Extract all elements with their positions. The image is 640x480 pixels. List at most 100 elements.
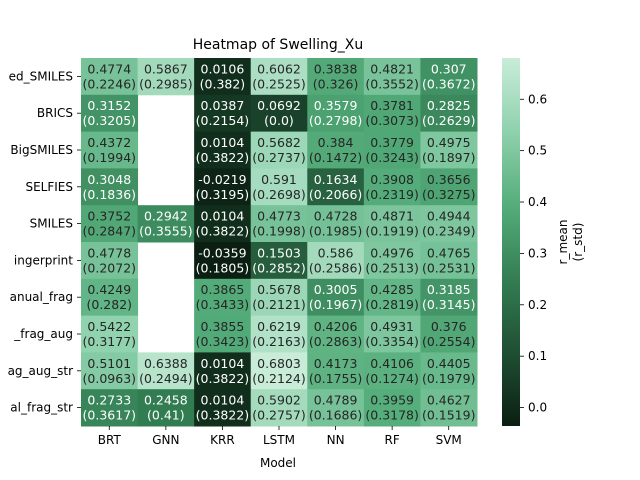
- y-tick-label: BigSMILES: [10, 143, 73, 157]
- cell-std-label: (0.2121): [252, 297, 306, 312]
- cell-std-label: (0.2531): [422, 260, 476, 275]
- cell-std-label: (0.1985): [309, 224, 363, 239]
- heatmap-cell: [307, 352, 365, 390]
- cell-std-label: (0.2798): [309, 113, 363, 128]
- cell-std-label: (0.1472): [309, 150, 363, 165]
- heatmap-cell: [194, 389, 252, 427]
- cell-mean-label: 0.4931: [370, 319, 414, 334]
- heatmap-cell: [250, 389, 308, 427]
- cell-mean-label: 0.4728: [314, 209, 358, 224]
- y-tick-label: al_frag_str: [10, 401, 73, 415]
- heatmap-cell: [420, 278, 478, 317]
- cell-mean-label: 0.4778: [87, 245, 131, 260]
- cell-mean-label: -0.0219: [198, 172, 246, 187]
- chart-title: Heatmap of Swelling_Xu: [193, 37, 364, 53]
- y-tick-label: _frag_aug: [13, 327, 73, 341]
- cell-mean-label: 0.4944: [427, 209, 471, 224]
- heatmap-cell: [250, 58, 308, 96]
- y-tick-label: ag_aug_str: [8, 364, 74, 378]
- heatmap-cell: [307, 315, 365, 353]
- cell-std-label: (0.2847): [83, 224, 137, 239]
- heatmap-cell: [194, 315, 252, 353]
- y-tick-label: ed_SMILES: [9, 69, 73, 83]
- heatmap-cell: [137, 389, 195, 427]
- cell-mean-label: 0.5867: [144, 61, 188, 76]
- heatmap-cell: [194, 278, 252, 317]
- cell-mean-label: 0.3959: [370, 393, 414, 408]
- cell-mean-label: 0.4774: [87, 61, 131, 76]
- cell-std-label: (0.3822): [196, 224, 250, 239]
- heatmap-cell: [194, 94, 252, 133]
- y-tick-label: BRICS: [37, 106, 73, 120]
- heatmap-cell: [250, 278, 308, 317]
- cell-std-label: (0.2154): [196, 113, 250, 128]
- cell-mean-label: 0.3005: [314, 282, 358, 297]
- cell-mean-label: 0.6388: [144, 356, 188, 371]
- x-axis-label: Model: [260, 456, 296, 470]
- cell-std-label: (0.3178): [365, 408, 419, 423]
- y-tick-label: SELFIES: [25, 180, 73, 194]
- cell-mean-label: 0.4249: [87, 282, 131, 297]
- heatmap-cell: [420, 205, 478, 243]
- cell-mean-label: 0.1634: [314, 172, 358, 187]
- y-tick-label: SMILES: [30, 217, 73, 231]
- cell-std-label: (0.2525): [252, 76, 306, 91]
- heatmap-cell: [250, 131, 308, 169]
- cell-mean-label: 0.0104: [201, 135, 245, 150]
- cell-mean-label: -0.0359: [198, 245, 246, 260]
- cell-mean-label: 0.2458: [144, 393, 188, 408]
- cell-mean-label: 0.4773: [257, 209, 301, 224]
- cell-mean-label: 0.3865: [201, 282, 245, 297]
- heatmap-cell: [307, 205, 365, 243]
- x-tick-label: RF: [385, 433, 400, 447]
- cell-mean-label: 0.3779: [370, 135, 414, 150]
- heatmap-cell: [250, 205, 308, 243]
- colorbar-tick-label: 0.6: [528, 92, 547, 106]
- cell-mean-label: 0.4975: [427, 135, 471, 150]
- cell-std-label: (0.1836): [83, 187, 137, 202]
- heatmap-cell: [363, 94, 421, 133]
- colorbar-label-line1: r_mean: [556, 220, 570, 265]
- heatmap-cell: [307, 131, 365, 169]
- cell-std-label: (0.3617): [83, 408, 137, 423]
- cell-std-label: (0.3205): [83, 113, 137, 128]
- cell-mean-label: 0.4106: [370, 356, 414, 371]
- x-tick-label: LSTM: [263, 433, 295, 447]
- cell-mean-label: 0.6219: [257, 319, 301, 334]
- cell-std-label: (0.3177): [83, 334, 137, 349]
- cell-std-label: (0.2554): [422, 334, 476, 349]
- cell-std-label: (0.3243): [365, 150, 419, 165]
- heatmap-cell: [363, 315, 421, 353]
- cell-mean-label: 0.3752: [87, 209, 131, 224]
- heatmap-cell: [194, 205, 252, 243]
- cell-mean-label: 0.4405: [427, 356, 471, 371]
- cell-mean-label: 0.3838: [314, 61, 358, 76]
- cell-std-label: (0.41): [147, 408, 185, 423]
- cell-std-label: (0.3354): [365, 334, 419, 349]
- cell-mean-label: 0.2825: [427, 98, 471, 113]
- cell-mean-label: 0.3908: [370, 172, 414, 187]
- cell-mean-label: 0.0104: [201, 209, 245, 224]
- heatmap-cell: [194, 242, 252, 280]
- heatmap-cell: [81, 389, 139, 427]
- cell-std-label: (0.2163): [252, 334, 306, 349]
- heatmap-cell: [420, 389, 478, 427]
- cell-mean-label: 0.5678: [257, 282, 301, 297]
- cell-std-label: (0.1755): [309, 371, 363, 386]
- heatmap-cell: [307, 94, 365, 133]
- colorbar-tick-label: 0.4: [528, 195, 547, 209]
- cell-mean-label: 0.3185: [427, 282, 471, 297]
- heatmap-cell: [420, 315, 478, 353]
- colorbar-label-line2: (r_std): [571, 223, 585, 262]
- heatmap-cell: [363, 389, 421, 427]
- cell-mean-label: 0.4789: [314, 393, 358, 408]
- cell-std-label: (0.3433): [196, 297, 250, 312]
- heatmap-cell: [363, 168, 421, 206]
- heatmap-cell: [137, 58, 195, 96]
- cell-std-label: (0.2349): [422, 224, 476, 239]
- x-tick-label: BRT: [98, 433, 122, 447]
- cell-std-label: (0.2072): [83, 260, 137, 275]
- cell-std-label: (0.2629): [422, 113, 476, 128]
- cell-std-label: (0.3822): [196, 408, 250, 423]
